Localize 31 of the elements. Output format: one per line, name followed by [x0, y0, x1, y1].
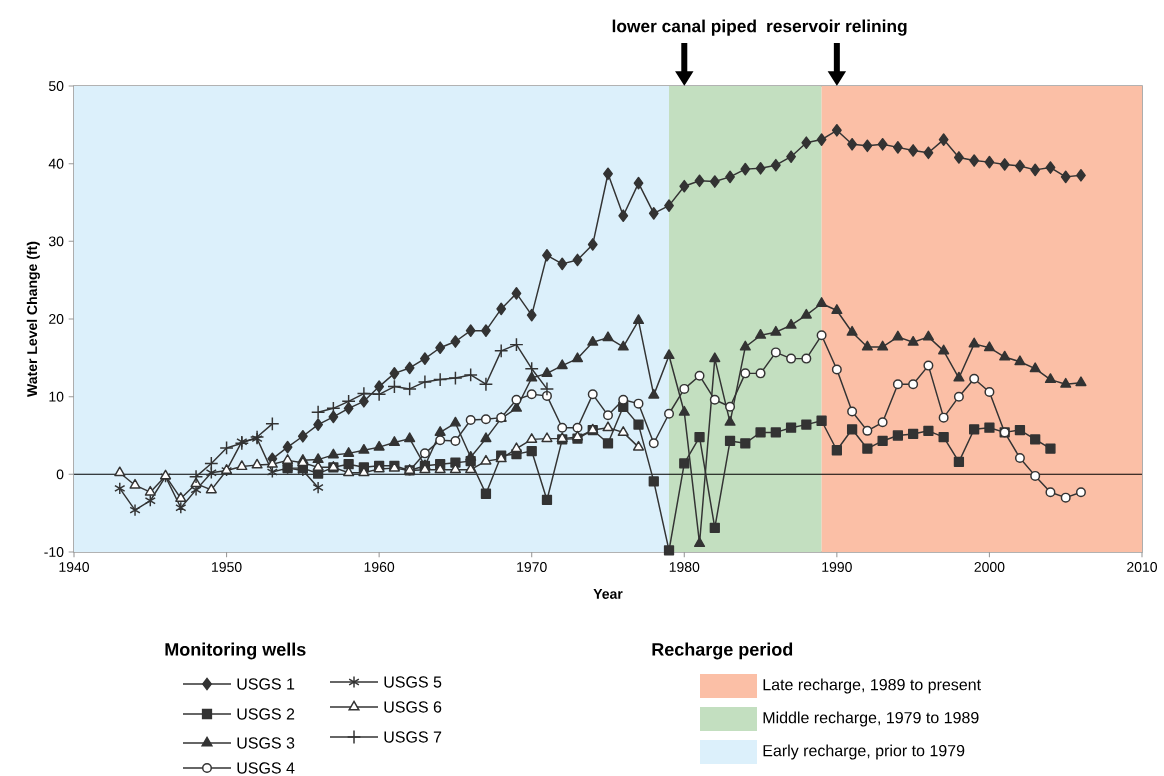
text: Recharge period	[652, 642, 793, 660]
y-tick-label: -10	[44, 547, 64, 557]
legend-label: Middle recharge, 1979 to 1989	[763, 711, 979, 727]
annotation: lower canal piped	[612, 19, 756, 36]
legend-label: USGS 7	[384, 731, 442, 743]
y-tick-label: 50	[48, 81, 64, 91]
x-axis-title: Year	[593, 589, 623, 599]
y-tick-label: 30	[48, 236, 64, 247]
legend-label: USGS 1	[237, 678, 295, 690]
legend-title: Monitoring wells	[165, 642, 306, 660]
x-tick-label: 1970	[517, 562, 547, 572]
legend-label: Late recharge, 1989 to present	[763, 678, 981, 694]
legend-label: Early recharge, prior to 1979	[763, 744, 965, 760]
annotation: reservoir relining	[767, 19, 907, 36]
x-tick-label: 1980	[669, 562, 700, 572]
x-tick-label: 1940	[59, 562, 90, 572]
x-tick-label: 2000	[974, 562, 1005, 572]
legend-label: USGS 3	[237, 737, 295, 749]
x-tick-label: 2010	[1127, 562, 1158, 572]
x-tick-label: 1950	[212, 562, 242, 572]
x-tick-label: 1960	[364, 562, 395, 572]
y-tick-label: 10	[49, 391, 64, 402]
x-tick-label: 1990	[822, 562, 852, 572]
legend-label: USGS 4	[237, 762, 295, 774]
y-axis-title: Water Level Change (ft)	[26, 241, 40, 397]
y-tick-label: 20	[49, 314, 64, 324]
legend-label: USGS 2	[237, 708, 295, 720]
legend-label: USGS 6	[384, 701, 442, 713]
y-tick-label: 0	[56, 469, 64, 480]
legend-label: USGS 5	[384, 676, 442, 688]
y-tick-label: 40	[48, 158, 64, 169]
